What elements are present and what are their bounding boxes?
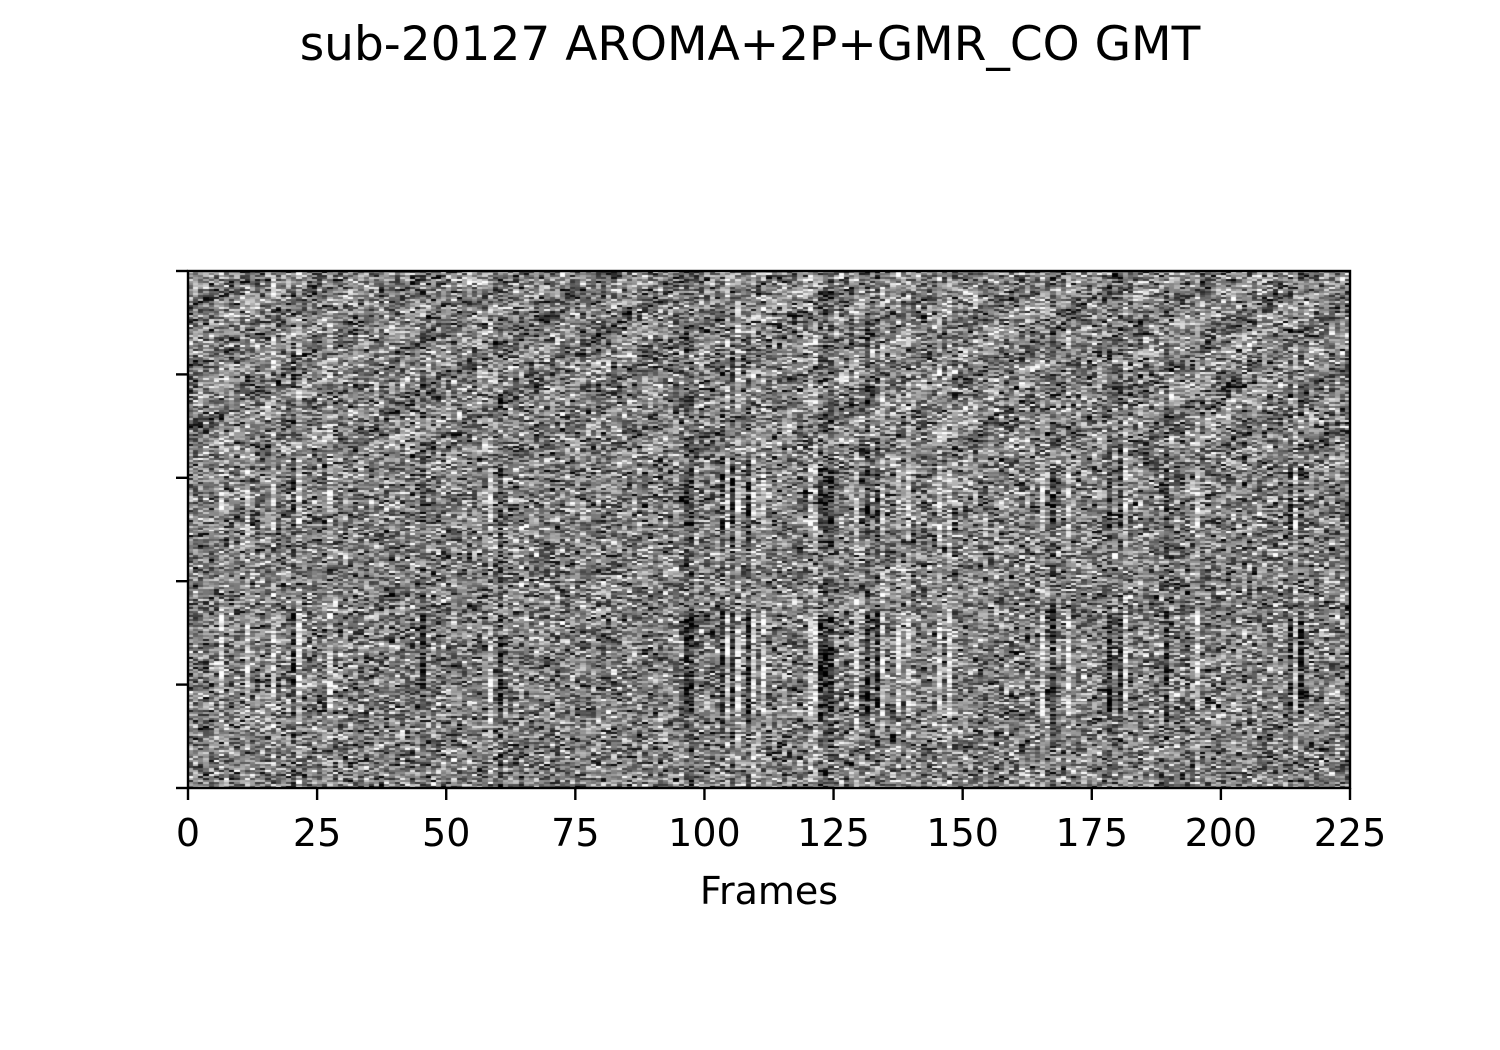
x-tick-label: 25 [293, 811, 341, 855]
x-tick-label: 0 [176, 811, 200, 855]
x-tick-label: 50 [422, 811, 470, 855]
heatmap-canvas [188, 271, 1350, 788]
x-tick-label: 175 [1056, 811, 1129, 855]
x-axis-ticks: 0 25 50 75 100 125 150 175 200 225 [176, 788, 1386, 855]
x-tick-label: 75 [551, 811, 599, 855]
x-tick-label: 125 [797, 811, 870, 855]
x-tick-label: 150 [926, 811, 999, 855]
x-tick-label: 100 [668, 811, 741, 855]
x-tick-label: 225 [1314, 811, 1387, 855]
x-axis-title: Frames [700, 869, 838, 913]
heatmap-plot-area [188, 271, 1350, 788]
chart-title: sub-20127 AROMA+2P+GMR_CO GMT [300, 17, 1201, 72]
plot-frame [186, 269, 1352, 790]
y-axis-ticks [176, 269, 188, 790]
x-tick-label: 200 [1185, 811, 1258, 855]
